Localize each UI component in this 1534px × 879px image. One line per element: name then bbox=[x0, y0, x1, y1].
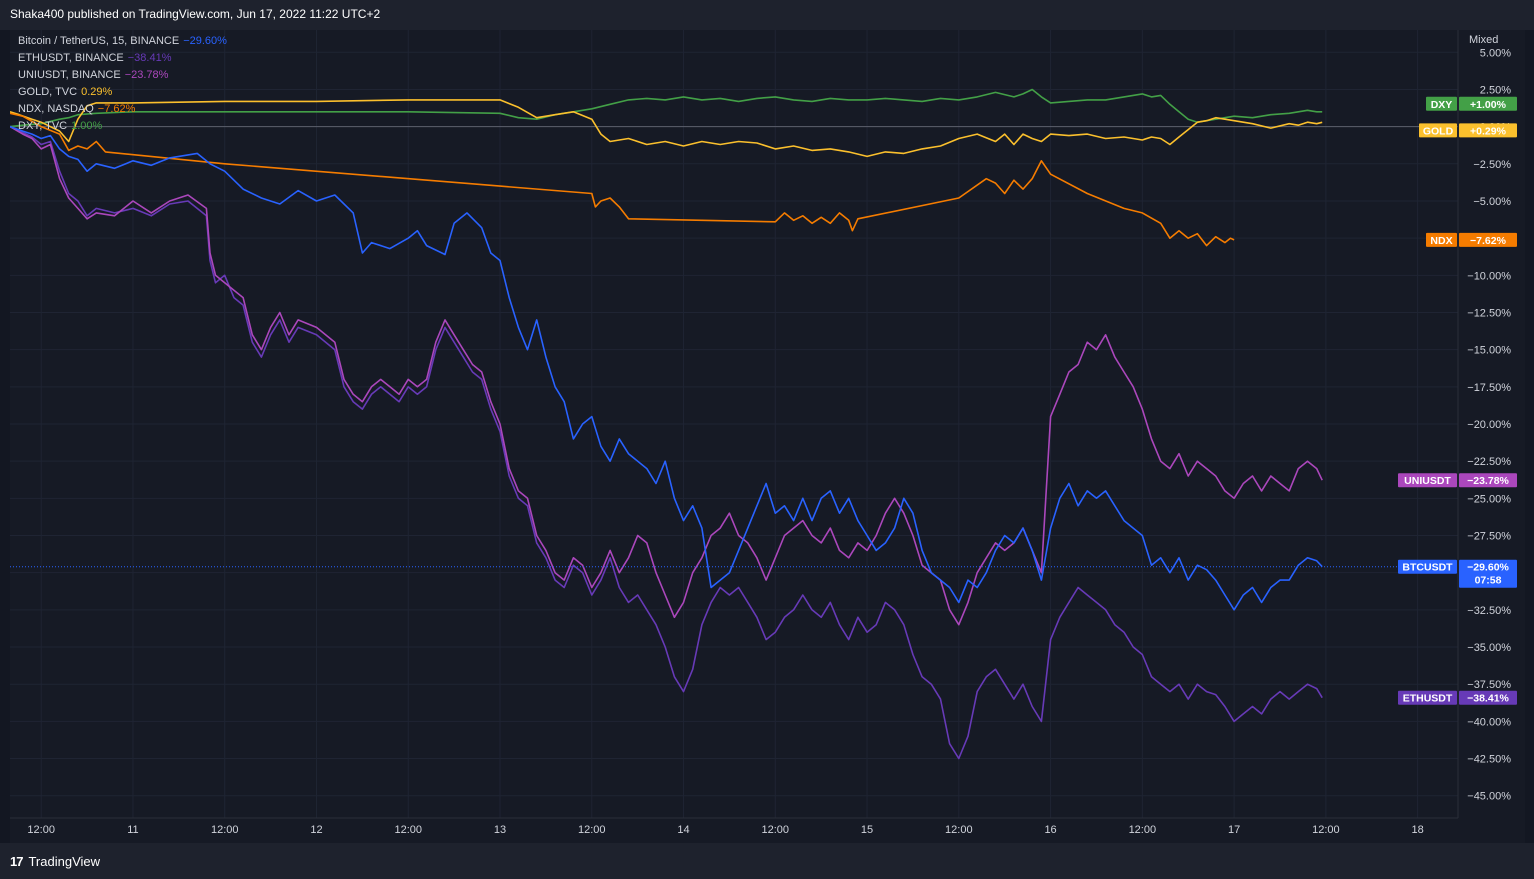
badge-ndx: NDX −7.62% bbox=[1426, 232, 1517, 247]
series-line-btcusdt[interactable] bbox=[10, 125, 1323, 611]
published-text: Shaka400 published on TradingView.com, J… bbox=[10, 7, 381, 21]
value-tag-bg bbox=[1459, 232, 1517, 247]
symbol-tag-bg bbox=[1419, 123, 1457, 138]
y-tick-label: −40.00% bbox=[1467, 716, 1511, 728]
x-tick-label: 12:00 bbox=[211, 824, 239, 836]
value-tag-label: +1.00% bbox=[1470, 99, 1507, 111]
x-tick-label: 17 bbox=[1228, 824, 1240, 836]
badge-dxy: DXY +1.00% bbox=[1426, 96, 1517, 111]
badge-ethusdt: ETHUSDT −38.41% bbox=[1398, 690, 1517, 705]
legend-row-uniusdt[interactable]: UNIUSDT, BINANCE −23.78% bbox=[18, 67, 227, 84]
badge-gold: GOLD +0.29% bbox=[1419, 123, 1517, 138]
symbol-tag-bg bbox=[1426, 232, 1457, 247]
x-tick-label: 12:00 bbox=[394, 824, 422, 836]
legend-row-ndx[interactable]: NDX, NASDAQ −7.62% bbox=[18, 101, 227, 118]
legend-series-value: −29.60% bbox=[183, 35, 227, 47]
value-tag-bg bbox=[1459, 96, 1517, 111]
legend-series-name: UNIUSDT, BINANCE bbox=[18, 69, 121, 81]
published-header: Shaka400 published on TradingView.com, J… bbox=[0, 0, 1534, 30]
value-tag-bg bbox=[1459, 559, 1517, 588]
symbol-tag-label: GOLD bbox=[1423, 125, 1454, 137]
chart-legend: Bitcoin / TetherUS, 15, BINANCE −29.60% ET… bbox=[18, 33, 227, 135]
chart-svg[interactable]: 5.00%2.50%0.00%−2.50%−5.00%−7.50%−10.00%… bbox=[10, 30, 1525, 843]
x-tick-label: 12 bbox=[310, 824, 322, 836]
x-tick-label: 12:00 bbox=[762, 824, 790, 836]
symbol-tag-label: BTCUSDT bbox=[1402, 562, 1453, 574]
series-line-gold[interactable] bbox=[10, 99, 1323, 158]
symbol-tag-label: DXY bbox=[1431, 99, 1453, 111]
scale-mode-label[interactable]: Mixed bbox=[1469, 34, 1499, 46]
value-tag-bg bbox=[1459, 473, 1517, 488]
legend-series-value: −38.41% bbox=[127, 52, 172, 64]
x-tick-label: 16 bbox=[1044, 824, 1056, 836]
badge-btcusdt: BTCUSDT −29.60%07:58 bbox=[1398, 559, 1517, 588]
x-tick-label: 12:00 bbox=[27, 824, 55, 836]
series-line-uniusdt[interactable] bbox=[10, 125, 1323, 626]
y-tick-label: −45.00% bbox=[1467, 791, 1511, 803]
legend-series-name: GOLD, TVC bbox=[18, 86, 78, 98]
y-tick-label: −2.50% bbox=[1473, 159, 1511, 171]
legend-row-dxy[interactable]: DXY, TVC 1.00% bbox=[18, 118, 227, 135]
y-tick-label: −42.50% bbox=[1467, 754, 1511, 766]
y-tick-label: 5.00% bbox=[1480, 47, 1511, 59]
y-tick-label: −15.00% bbox=[1467, 345, 1511, 357]
symbol-tag-label: NDX bbox=[1430, 235, 1452, 247]
x-tick-label: 12:00 bbox=[1312, 824, 1340, 836]
y-tick-label: −35.00% bbox=[1467, 642, 1511, 654]
symbol-tag-bg bbox=[1398, 559, 1457, 574]
symbol-tag-label: UNIUSDT bbox=[1404, 475, 1451, 487]
legend-series-name: ETHUSDT, BINANCE bbox=[18, 52, 124, 64]
y-tick-label: −5.00% bbox=[1473, 196, 1511, 208]
series-line-dxy[interactable] bbox=[10, 88, 1323, 128]
y-tick-label: 2.50% bbox=[1480, 84, 1511, 96]
legend-series-name: Bitcoin / TetherUS, 15, BINANCE bbox=[18, 35, 180, 47]
value-tag-bg bbox=[1459, 690, 1517, 705]
series-line-ethusdt[interactable] bbox=[10, 125, 1323, 760]
legend-series-name: NDX, NASDAQ bbox=[18, 103, 94, 115]
x-tick-label: 15 bbox=[861, 824, 873, 836]
y-tick-label: −10.00% bbox=[1467, 270, 1511, 282]
symbol-tag-bg bbox=[1398, 690, 1457, 705]
symbol-tag-label: ETHUSDT bbox=[1403, 693, 1453, 705]
grid bbox=[10, 30, 1458, 818]
x-tick-label: 18 bbox=[1411, 824, 1423, 836]
value-tag-label: −23.78% bbox=[1467, 475, 1509, 487]
y-tick-label: −17.50% bbox=[1467, 382, 1511, 394]
x-tick-label: 13 bbox=[494, 824, 506, 836]
legend-row-gold[interactable]: GOLD, TVC 0.29% bbox=[18, 84, 227, 101]
value-tag-bg bbox=[1459, 123, 1517, 138]
x-tick-label: 12:00 bbox=[945, 824, 973, 836]
x-tick-label: 12:00 bbox=[1129, 824, 1157, 836]
value-tag-label: +0.29% bbox=[1470, 125, 1507, 137]
y-tick-label: −12.50% bbox=[1467, 307, 1511, 319]
y-tick-label: −37.50% bbox=[1467, 679, 1511, 691]
footer-bar: 17 TradingView bbox=[0, 843, 1534, 879]
x-tick-label: 14 bbox=[677, 824, 689, 836]
symbol-tag-bg bbox=[1398, 473, 1457, 488]
countdown-label: 07:58 bbox=[1475, 575, 1502, 587]
symbol-tag-bg bbox=[1426, 96, 1457, 111]
x-tick-label: 11 bbox=[127, 824, 138, 836]
legend-series-value: 1.00% bbox=[71, 120, 103, 132]
legend-row-ethusdt[interactable]: ETHUSDT, BINANCE −38.41% bbox=[18, 50, 227, 67]
value-tag-label: −29.60% bbox=[1467, 562, 1509, 574]
y-tick-label: −25.00% bbox=[1467, 493, 1511, 505]
value-tag-label: −7.62% bbox=[1470, 235, 1507, 247]
y-tick-label: −22.50% bbox=[1467, 456, 1511, 468]
legend-series-name: DXY, TVC bbox=[18, 120, 68, 132]
x-tick-label: 12:00 bbox=[578, 824, 606, 836]
y-tick-label: −27.50% bbox=[1467, 531, 1511, 543]
y-tick-label: −20.00% bbox=[1467, 419, 1511, 431]
chart-area[interactable]: 5.00%2.50%0.00%−2.50%−5.00%−7.50%−10.00%… bbox=[10, 30, 1525, 843]
legend-series-value: −23.78% bbox=[124, 69, 169, 81]
legend-series-value: −7.62% bbox=[97, 103, 136, 115]
y-tick-label: −32.50% bbox=[1467, 605, 1511, 617]
tradingview-logo-icon: 17 bbox=[10, 853, 24, 869]
badge-uniusdt: UNIUSDT −23.78% bbox=[1398, 473, 1517, 488]
value-tag-label: −38.41% bbox=[1467, 693, 1509, 705]
series-line-ndx[interactable] bbox=[10, 112, 1235, 247]
legend-series-value: 0.29% bbox=[81, 86, 113, 98]
tradingview-logo-text: TradingView bbox=[28, 853, 101, 869]
legend-row-btcusdt[interactable]: Bitcoin / TetherUS, 15, BINANCE −29.60% bbox=[18, 33, 227, 50]
